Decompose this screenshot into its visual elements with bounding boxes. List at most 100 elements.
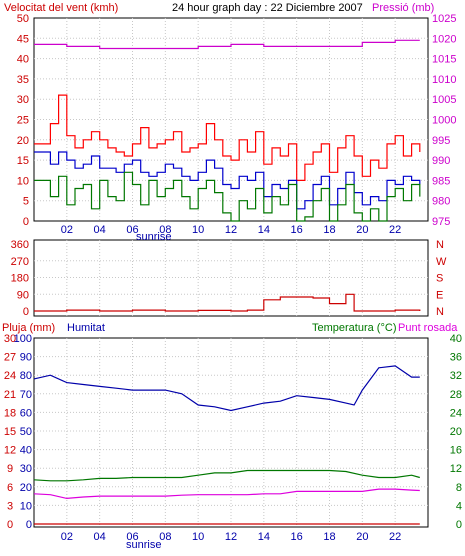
panel3-humitat-tick-label: 20 — [20, 482, 32, 494]
panel1-left-tick-label: 50 — [17, 13, 29, 25]
panel3-pluja-tick-label: 15 — [4, 426, 16, 438]
panel3-legend-pluja: Pluja (mm) — [2, 322, 55, 334]
panel3-temp-tick-label: 24 — [450, 407, 462, 419]
panel1-left-tick-label: 35 — [17, 74, 29, 86]
panel2-left-tick-label: 270 — [11, 256, 29, 268]
panel3-series-0-line — [33, 365, 420, 412]
panel3-pluja-tick-label: 30 — [4, 333, 16, 345]
panel3-x-tick-label: 22 — [389, 531, 401, 543]
panel1-right-tick-label: 980 — [432, 196, 450, 208]
panel2-left-tick-label: 360 — [11, 239, 29, 251]
panel3-legend-punt-rosada: Punt rosada — [398, 322, 458, 334]
panel3-series-1-line — [33, 469, 420, 482]
panel3-temp-tick-label: 12 — [450, 463, 462, 475]
panel1-right-tick-label: 1005 — [432, 94, 456, 106]
panel2-left-tick-label: 180 — [11, 273, 29, 285]
panel1-x-tick-label: 12 — [225, 224, 237, 236]
panel1-right-tick-label: 995 — [432, 135, 450, 147]
panel1-series-1-line — [34, 151, 421, 210]
tick-labels: 0510152025303540455097598098599099510001… — [4, 13, 462, 543]
panel3-pluja-tick-label: 21 — [4, 389, 16, 401]
panel1-right-tick-label: 975 — [432, 216, 450, 228]
panel1-right-tick-label: 990 — [432, 155, 450, 167]
panel1-x-tick-label: 04 — [94, 224, 106, 236]
panel3-temp-tick-label: 16 — [450, 445, 462, 457]
panel1-right-axis-title: Pressió (mb) — [372, 2, 434, 14]
panel1-x-tick-label: 20 — [356, 224, 368, 236]
panel3-humitat-tick-label: 10 — [20, 500, 32, 512]
panel3-temp-tick-label: 20 — [450, 426, 462, 438]
panel3-pluja-tick-label: 3 — [7, 500, 13, 512]
panel3-x-tick-label: 04 — [94, 531, 106, 543]
panel1-left-tick-label: 40 — [17, 54, 29, 66]
panel1-left-tick-label: 10 — [17, 175, 29, 187]
panel3-x-tick-label: 20 — [356, 531, 368, 543]
panel1-series-0-line — [34, 94, 421, 181]
panel1-left-tick-label: 15 — [17, 155, 29, 167]
panel1-x-tick-label: 06 — [126, 224, 138, 236]
panel1-x-tick-label: 14 — [258, 224, 270, 236]
panel3-x-tick-label: 10 — [192, 531, 204, 543]
panel1-right-tick-label: 985 — [432, 175, 450, 187]
panel2-series-0-line — [34, 293, 421, 312]
panel3-humitat-tick-label: 60 — [20, 407, 32, 419]
panel3-legend-humitat: Humitat — [67, 322, 105, 334]
panel1-sunrise-label: sunrise — [136, 231, 171, 243]
panel1-title: 24 hour graph day : 22 Diciembre 2007 — [172, 2, 363, 14]
panel1-right-tick-label: 1010 — [432, 74, 456, 86]
panel1-right-tick-label: 1015 — [432, 54, 456, 66]
panel3-humitat-tick-label: 80 — [20, 370, 32, 382]
panel2-right-tick-label: S — [436, 273, 443, 285]
panel1-x-tick-label: 08 — [159, 224, 171, 236]
panel3-pluja-tick-label: 6 — [7, 482, 13, 494]
panel3-temp-tick-label: 28 — [450, 389, 462, 401]
panel3-pluja-tick-label: 0 — [7, 519, 13, 531]
panel3-pluja-tick-label: 9 — [7, 463, 13, 475]
panel1-left-tick-label: 20 — [17, 135, 29, 147]
panel3-sunrise-label: sunrise — [126, 539, 161, 551]
panel2-right-tick-label: N — [436, 239, 444, 251]
panel1-left-tick-label: 25 — [17, 115, 29, 127]
panel2-left-tick-label: 0 — [23, 306, 29, 318]
panel3-temp-tick-label: 4 — [456, 500, 462, 512]
panel3-humitat-tick-label: 70 — [20, 389, 32, 401]
panel3-x-tick-label: 06 — [126, 531, 138, 543]
panel3-humitat-tick-label: 30 — [20, 463, 32, 475]
panel2-right-tick-label: E — [436, 289, 443, 301]
panel3-temp-tick-label: 0 — [456, 519, 462, 531]
data-series — [33, 39, 421, 525]
grid-lines — [34, 18, 428, 527]
panel1-right-tick-label: 1025 — [432, 13, 456, 25]
panel3-humitat-tick-label: 100 — [14, 333, 32, 345]
panel3-x-tick-label: 12 — [225, 531, 237, 543]
panel3-humitat-tick-label: 90 — [20, 352, 32, 364]
panel2-right-tick-label: W — [436, 256, 447, 268]
panel3-pluja-tick-label: 27 — [4, 352, 16, 364]
panel3-temp-tick-label: 32 — [450, 370, 462, 382]
panel3-x-tick-label: 14 — [258, 531, 270, 543]
panel3-temp-tick-label: 40 — [450, 333, 462, 345]
panel3-humitat-tick-label: 40 — [20, 445, 32, 457]
panel1-x-tick-label: 16 — [291, 224, 303, 236]
panel3-x-tick-label: 08 — [159, 531, 171, 543]
panel1-right-tick-label: 1020 — [432, 33, 456, 45]
panel2-left-tick-label: 90 — [17, 289, 29, 301]
panel3-humitat-tick-label: 50 — [20, 426, 32, 438]
panel3-frame — [33, 337, 429, 528]
panel2-frame — [33, 239, 429, 317]
panel3-x-tick-label: 18 — [323, 531, 335, 543]
panel1-x-tick-label: 02 — [61, 224, 73, 236]
panel1-series-2-line — [34, 171, 421, 222]
panel2-right-tick-label: N — [436, 306, 444, 318]
panel1-x-tick-label: 22 — [389, 224, 401, 236]
panel1-left-tick-label: 5 — [23, 196, 29, 208]
panel1-right-tick-label: 1000 — [432, 115, 456, 127]
panel3-x-tick-label: 16 — [291, 531, 303, 543]
panel1-left-axis-title: Velocitat del vent (kmh) — [4, 2, 118, 14]
panel3-temp-tick-label: 8 — [456, 482, 462, 494]
panel1-left-tick-label: 45 — [17, 33, 29, 45]
panel3-humitat-tick-label: 0 — [26, 519, 32, 531]
panel3-pluja-tick-label: 18 — [4, 407, 16, 419]
panel1-series-3-line — [34, 39, 420, 50]
